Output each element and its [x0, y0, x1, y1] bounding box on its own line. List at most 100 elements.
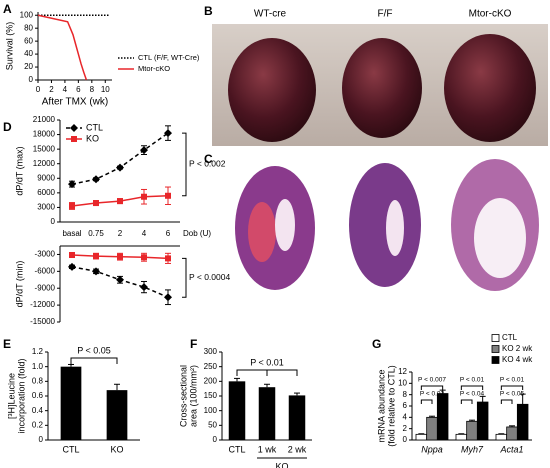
x-tick-label: 2 wk [288, 444, 307, 454]
annotation: P < 0.01 [460, 377, 485, 384]
bar [455, 433, 468, 441]
bar [516, 403, 529, 441]
x-axis-label: Dob (U) [183, 229, 211, 238]
y-tick-label: 1.0 [32, 362, 44, 371]
y-tick-label: 21000 [33, 115, 56, 124]
y-tick-label: 8 [403, 390, 408, 399]
annotation: P < 0.04 [460, 391, 485, 398]
panel-label: E [3, 337, 11, 351]
x-tick-label: 4 [63, 85, 68, 94]
marker [117, 253, 123, 260]
y-axis-label: mRNA abundance [376, 369, 386, 442]
marker [164, 293, 172, 302]
legend-swatch [491, 356, 500, 364]
bar [60, 366, 82, 440]
x-tick-label: Acta1 [499, 444, 523, 454]
x-tick-label: 4 [142, 229, 147, 238]
annotation: P < 0.01 [250, 357, 284, 367]
y-axis-label: [³H]Leucine [6, 373, 16, 419]
photo-caption: F/F [378, 9, 393, 20]
y-tick-label: 6 [403, 401, 408, 410]
annotation: P < 0.002 [189, 159, 226, 169]
legend-marker [71, 136, 77, 142]
y-axis-label: incorporation (fold) [16, 358, 26, 433]
legend-swatch [491, 334, 500, 342]
marker [116, 163, 124, 172]
legend-label: KO 2 wk [502, 344, 533, 353]
bracket [70, 357, 118, 364]
x-tick-label: CTL [228, 444, 245, 454]
x-tick-label: 0 [36, 85, 41, 94]
y-tick-label: 12000 [33, 159, 56, 168]
legend-label: KO 4 wk [502, 355, 533, 364]
marker [116, 275, 124, 284]
marker [141, 254, 147, 261]
y-tick-label: 0 [403, 435, 408, 444]
marker [165, 255, 171, 262]
y-tick-label: 18000 [33, 130, 56, 139]
y-tick-label: 2 [403, 424, 408, 433]
y-axis-label: dP/dT (max) [14, 146, 24, 195]
bar [436, 393, 449, 441]
panel-label: F [190, 337, 197, 351]
bar [415, 433, 428, 441]
marker [68, 262, 76, 271]
annotation: P < 0.01 [500, 377, 525, 384]
y-tick-label: 12 [398, 367, 407, 376]
panel-label: B [204, 4, 213, 18]
y-tick-label: 0 [213, 435, 218, 444]
bar [506, 426, 518, 441]
y-tick-label: 0.2 [32, 420, 44, 429]
x-tick-label: basal [62, 229, 81, 238]
bar [288, 395, 306, 440]
bar [466, 420, 478, 441]
x-tick-label: KO [110, 444, 123, 454]
annotation: P < 0.05 [77, 345, 111, 355]
x-tick-label: 1 wk [258, 444, 277, 454]
x-tick-label: 8 [90, 85, 95, 94]
marker [93, 200, 99, 207]
bracket [420, 385, 444, 390]
y-axis-label: Cross-sectional [178, 365, 188, 427]
annotation: P < 0.0004 [189, 272, 230, 282]
y-tick-label: 300 [204, 347, 218, 356]
y-tick-label: 50 [208, 420, 217, 429]
y-tick-label: 0.4 [32, 406, 44, 415]
marker [69, 202, 75, 209]
legend-label: CTL [86, 122, 103, 132]
legend-marker [70, 124, 78, 132]
marker [92, 267, 100, 276]
y-tick-label: 6000 [37, 188, 55, 197]
y-tick-label: 20 [24, 62, 33, 71]
bar [476, 401, 489, 441]
y-tick-label: 15000 [33, 144, 56, 153]
photo-caption: WT-cre [254, 9, 287, 20]
bracket [460, 399, 473, 404]
y-tick-label: 4 [403, 412, 408, 421]
x-tick-label: 0.75 [88, 229, 104, 238]
panel-label: A [3, 2, 12, 16]
y-axis-label: area (100/mm²) [188, 365, 198, 427]
y-tick-label: 10 [398, 378, 407, 387]
bracket [500, 399, 513, 404]
y-tick-label: 3000 [37, 203, 55, 212]
heart-photo [212, 24, 548, 146]
y-tick-label: 150 [204, 391, 218, 400]
y-tick-label: -12000 [30, 300, 55, 309]
legend-swatch [491, 345, 500, 353]
legend-label: CTL (F/F, WT-Cre) [138, 53, 200, 62]
y-axis-label: dP/dT (min) [14, 261, 24, 308]
x-tick-label: CTL [62, 444, 79, 454]
annotation: P < 0.02 [420, 391, 445, 398]
x-tick-label: Myh7 [461, 444, 484, 454]
y-tick-label: 0 [29, 75, 34, 84]
x-tick-label: 6 [76, 85, 81, 94]
y-tick-label: 1.2 [32, 347, 44, 356]
legend-label: Mtor-cKO [138, 64, 170, 73]
y-tick-label: -6000 [35, 266, 56, 275]
bracket [236, 369, 298, 376]
bar [258, 387, 276, 440]
y-tick-label: 40 [24, 49, 33, 58]
y-tick-label: 0 [51, 217, 56, 226]
